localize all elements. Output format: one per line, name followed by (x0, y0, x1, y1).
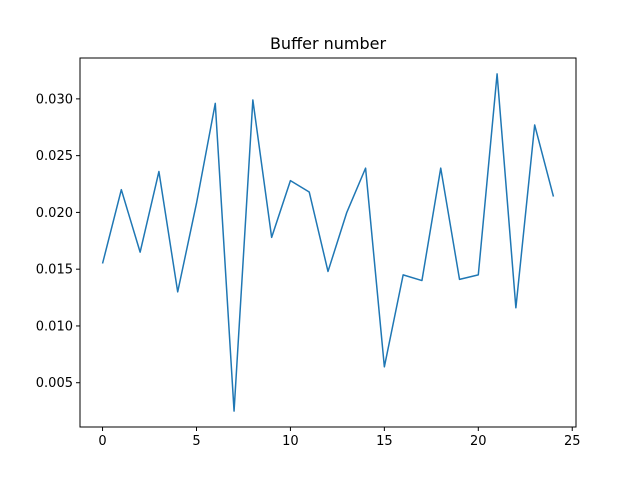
y-tick-label: 0.005 (36, 376, 73, 391)
x-tick-label: 20 (470, 434, 487, 449)
x-axis: 0 5 10 15 20 25 (98, 427, 581, 449)
axes-frame (79, 57, 577, 428)
y-tick-label: 0.015 (36, 263, 73, 278)
chart-title: Buffer number (270, 34, 387, 53)
y-axis: 0.005 0.010 0.015 0.020 0.025 0.030 (36, 92, 80, 391)
y-tick-label: 0.010 (36, 319, 73, 334)
x-tick-label: 25 (564, 434, 581, 449)
plot-area (101, 73, 555, 412)
y-tick-label: 0.025 (36, 149, 73, 164)
x-tick-label: 0 (98, 434, 106, 449)
x-tick-label: 15 (376, 434, 393, 449)
y-tick-label: 0.020 (36, 206, 73, 221)
y-tick-label: 0.030 (36, 92, 73, 107)
series-line-0 (101, 73, 555, 412)
x-tick-label: 10 (282, 434, 299, 449)
x-tick-label: 5 (192, 434, 200, 449)
